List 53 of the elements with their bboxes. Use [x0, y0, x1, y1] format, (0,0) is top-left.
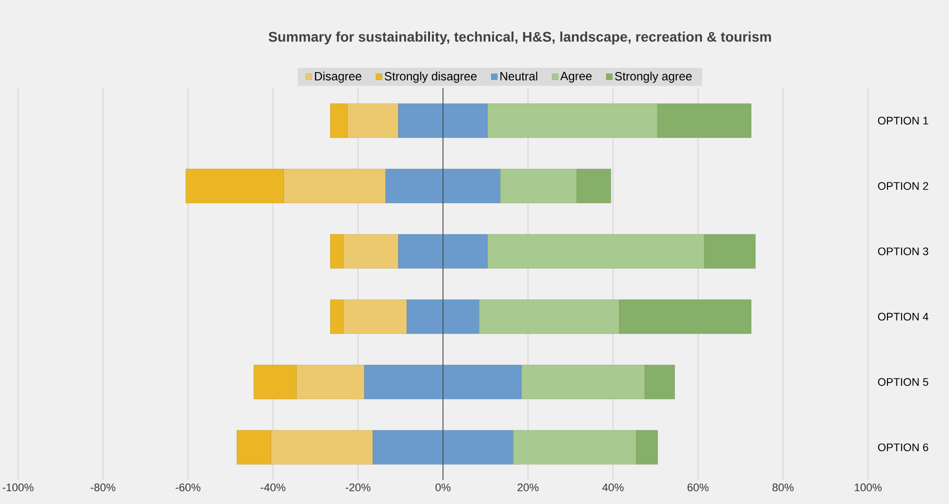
bar	[398, 234, 488, 268]
x-tick-label: 40%	[602, 484, 624, 492]
x-tick-label: -40%	[260, 484, 286, 492]
bar	[487, 234, 705, 268]
bar	[330, 104, 348, 138]
bar	[254, 364, 297, 400]
legend-label: Strongly agree	[615, 72, 692, 83]
bar	[283, 168, 386, 204]
bar	[406, 300, 480, 334]
bar	[347, 104, 399, 138]
bar	[372, 430, 514, 464]
bar	[296, 364, 365, 400]
x-tick-label: 0%	[436, 484, 451, 492]
bar	[330, 234, 344, 268]
bar	[236, 430, 272, 464]
bar	[644, 364, 675, 400]
legend-label: Agree	[560, 72, 592, 83]
bar	[619, 300, 752, 334]
x-tick-label: 20%	[518, 484, 539, 492]
bar	[657, 104, 752, 138]
bar	[342, 234, 399, 268]
y-tick-label: OPTION 4	[878, 312, 928, 321]
bar	[270, 430, 374, 464]
bar	[704, 234, 756, 268]
legend-label: Neutral	[500, 72, 538, 80]
y-tick-label: OPTION 2	[878, 182, 928, 190]
y-tick-label: OPTION 1	[878, 116, 928, 125]
bar	[521, 364, 646, 400]
bar	[330, 300, 344, 334]
bar	[342, 300, 408, 334]
bar	[636, 430, 658, 464]
x-tick-label: -20%	[346, 484, 370, 492]
bar	[478, 300, 620, 334]
x-tick-label: -60%	[176, 484, 200, 492]
x-tick-label: 100%	[854, 484, 882, 492]
x-tick-label: 80%	[772, 484, 794, 492]
bar	[186, 168, 284, 204]
legend-label: Disagree	[314, 72, 362, 83]
chart-title: Summary for sustainability, technical, H&S, landscape, recreation & tourism	[268, 31, 771, 44]
legend-label: Strongly disagree	[384, 72, 477, 83]
x-tick-label: -100%	[2, 484, 34, 492]
bar	[576, 168, 612, 204]
x-tick-label: 60%	[688, 484, 709, 492]
bar	[398, 104, 488, 138]
x-tick-label: -80%	[90, 484, 116, 492]
bar	[385, 168, 501, 204]
bar	[512, 430, 637, 464]
bar	[364, 364, 522, 400]
y-tick-label: OPTION 6	[878, 443, 928, 452]
y-tick-label: OPTION 3	[878, 247, 928, 256]
bar	[487, 104, 658, 138]
y-tick-label: OPTION 5	[878, 378, 928, 386]
bar	[500, 168, 578, 204]
